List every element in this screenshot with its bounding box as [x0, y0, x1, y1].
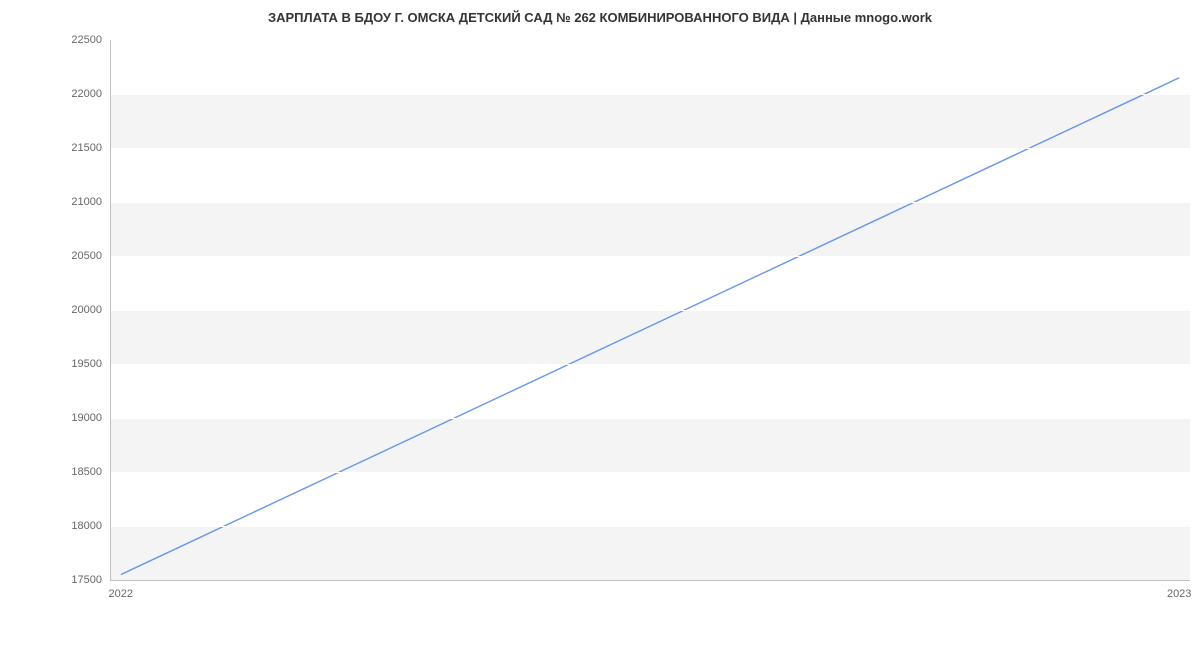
y-tick-label: 19500	[71, 358, 102, 370]
gridline	[110, 472, 1190, 473]
y-tick-label: 20500	[71, 250, 102, 262]
y-tick-label: 22000	[71, 88, 102, 100]
y-tick-label: 21500	[71, 142, 102, 154]
gridline	[110, 202, 1190, 203]
y-tick-label: 19000	[71, 412, 102, 424]
y-axis-line	[110, 40, 111, 580]
gridline	[110, 364, 1190, 365]
gridline	[110, 526, 1190, 527]
series-line	[121, 78, 1179, 575]
y-tick-label: 18500	[71, 466, 102, 478]
y-tick-label: 20000	[71, 304, 102, 316]
gridline	[110, 310, 1190, 311]
gridline	[110, 94, 1190, 95]
gridline	[110, 148, 1190, 149]
x-tick-label: 2023	[1167, 588, 1191, 600]
x-axis-line	[110, 580, 1190, 581]
x-tick-label: 2022	[109, 588, 133, 600]
chart-title: ЗАРПЛАТА В БДОУ Г. ОМСКА ДЕТСКИЙ САД № 2…	[0, 0, 1200, 33]
chart-plot-area: 1750018000185001900019500200002050021000…	[110, 40, 1190, 580]
y-tick-label: 17500	[71, 574, 102, 586]
gridline	[110, 256, 1190, 257]
gridline	[110, 40, 1190, 41]
y-tick-label: 21000	[71, 196, 102, 208]
y-tick-label: 18000	[71, 520, 102, 532]
y-tick-label: 22500	[71, 34, 102, 46]
gridline	[110, 418, 1190, 419]
